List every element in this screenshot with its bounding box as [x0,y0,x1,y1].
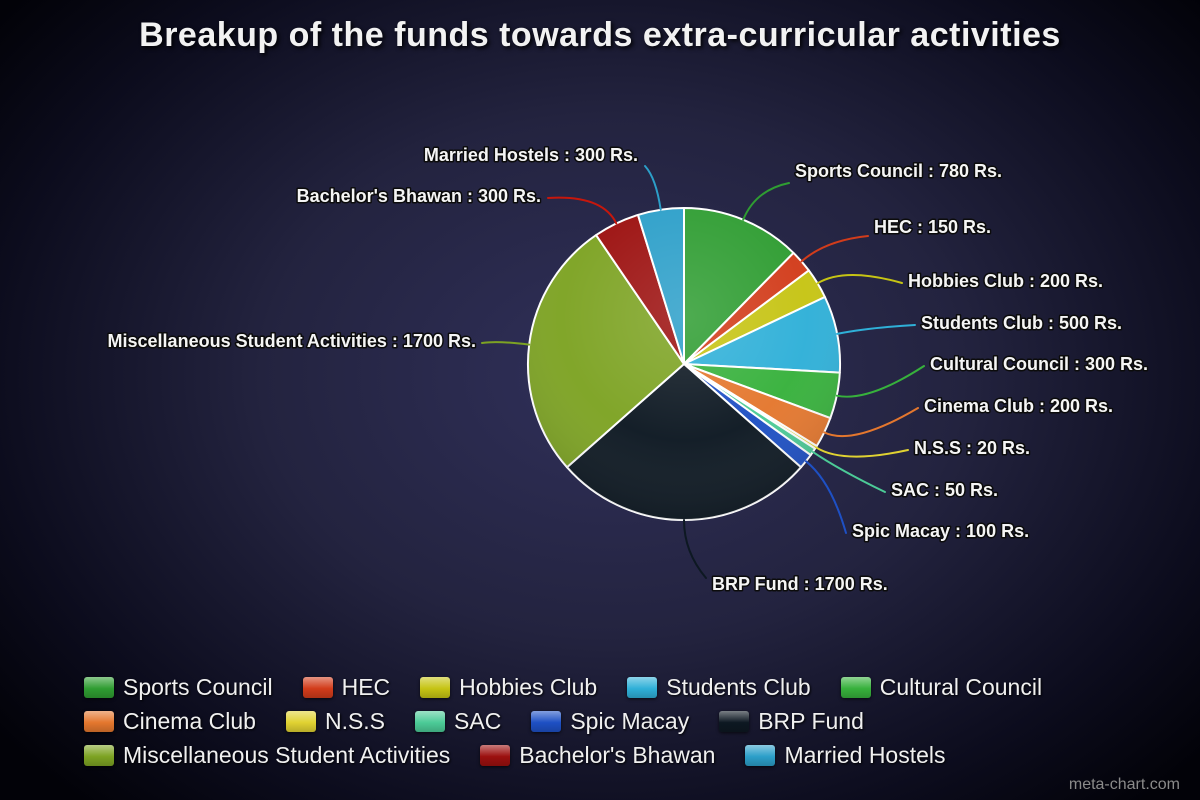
legend-swatch-sports-council [84,677,114,698]
leader-line-miscellaneous-student-activities [481,341,531,346]
legend-item-cinema-club: Cinema Club [84,708,256,735]
legend-item-married-hostels: Married Hostels [745,742,946,769]
slice-label-miscellaneous-student-activities: Miscellaneous Student Activities : 1700 … [108,331,476,351]
leader-line-cultural-council [835,365,925,398]
slice-label-hobbies-club: Hobbies Club : 200 Rs. [908,271,1103,291]
legend-item-hec: HEC [302,674,391,701]
leader-line-students-club [836,324,916,335]
legend-label-spic-macay: Spic Macay [570,708,690,734]
leader-line-bachelor-s-bhawan [547,196,618,225]
legend-swatch-married-hostels [745,745,776,766]
slice-label-cultural-council: Cultural Council : 300 Rs. [930,354,1148,374]
legend-item-brp-fund: BRP Fund [719,708,864,735]
slice-label-bachelor-s-bhawan: Bachelor's Bhawan : 300 Rs. [297,186,541,206]
legend-label-sac: SAC [454,708,502,734]
slice-label-sports-council: Sports Council : 780 Rs. [795,161,1002,181]
legend-label-married-hostels: Married Hostels [784,742,946,768]
legend-label-hec: HEC [341,674,391,700]
legend-label-hobbies-club: Hobbies Club [459,674,598,700]
legend-swatch-bachelor-s-bhawan [480,745,511,766]
legend-label-bachelor-s-bhawan: Bachelor's Bhawan [519,742,716,768]
slice-label-sac: SAC : 50 Rs. [891,480,998,500]
leader-line-n-s-s [814,446,909,458]
slice-label-married-hostels: Married Hostels : 300 Rs. [424,145,638,165]
legend-row: Sports Council HEC Hobbies Club Students Cl… [84,674,1154,701]
legend-label-cinema-club: Cinema Club [123,708,256,734]
legend-label-sports-council: Sports Council [123,674,273,700]
legend-swatch-hec [302,677,333,698]
legend-swatch-n-s-s [285,711,316,732]
legend-label-cultural-council: Cultural Council [879,674,1043,700]
legend-label-students-club: Students Club [666,674,811,700]
legend-item-miscellaneous-student-activities: Miscellaneous Student Activities [84,742,450,769]
legend-row: Cinema Club N.S.S SAC Spic Macay BRP Fund [84,708,1154,735]
leader-line-sports-council [742,182,790,221]
slice-label-brp-fund: BRP Fund : 1700 Rs. [712,574,888,594]
leader-line-cinema-club [823,407,919,438]
legend-swatch-cultural-council [840,677,871,698]
legend-label-miscellaneous-student-activities: Miscellaneous Student Activities [123,742,451,768]
leader-line-spic-macay [805,460,847,534]
legend-item-sac: SAC [415,708,501,735]
slice-label-spic-macay: Spic Macay : 100 Rs. [852,521,1029,541]
watermark: meta-chart.com [1068,776,1180,793]
legend-swatch-brp-fund [719,711,750,732]
legend-item-bachelor-s-bhawan: Bachelor's Bhawan [480,742,715,769]
legend-swatch-spic-macay [531,711,562,732]
legend-item-cultural-council: Cultural Council [840,674,1043,701]
leader-line-hobbies-club [816,273,903,285]
leader-line-brp-fund [683,519,707,579]
legend-label-n-s-s: N.S.S [324,708,386,734]
legend-swatch-miscellaneous-student-activities [84,745,114,766]
legend-item-students-club: Students Club [627,674,811,701]
legend: Sports Council HEC Hobbies Club Students Cl… [84,674,1154,776]
legend-swatch-cinema-club [84,711,114,732]
leader-line-hec [800,235,869,263]
slice-label-students-club: Students Club : 500 Rs. [921,313,1122,333]
pie-gloss-overlay [528,208,840,520]
chart-title: Breakup of the funds towards extra-curri… [139,16,1061,54]
legend-item-hobbies-club: Hobbies Club [420,674,597,701]
slice-label-cinema-club: Cinema Club : 200 Rs. [924,396,1113,416]
legend-item-spic-macay: Spic Macay [531,708,689,735]
leader-line-sac [811,450,886,493]
leader-lines-group [481,165,925,579]
slice-labels-group: Sports Council : 780 Rs. HEC : 150 Rs. Hob… [106,144,1150,596]
legend-swatch-students-club [627,677,658,698]
slice-label-n-s-s: N.S.S : 20 Rs. [914,438,1030,458]
legend-item-n-s-s: N.S.S [285,708,386,735]
legend-swatch-hobbies-club [420,677,451,698]
legend-item-sports-council: Sports Council [84,674,273,701]
legend-swatch-sac [415,711,446,732]
leader-line-married-hostels [644,165,662,211]
legend-row: Miscellaneous Student Activities Bachelor… [84,742,1154,769]
legend-label-brp-fund: BRP Fund [758,708,864,734]
slice-label-hec: HEC : 150 Rs. [874,217,991,237]
